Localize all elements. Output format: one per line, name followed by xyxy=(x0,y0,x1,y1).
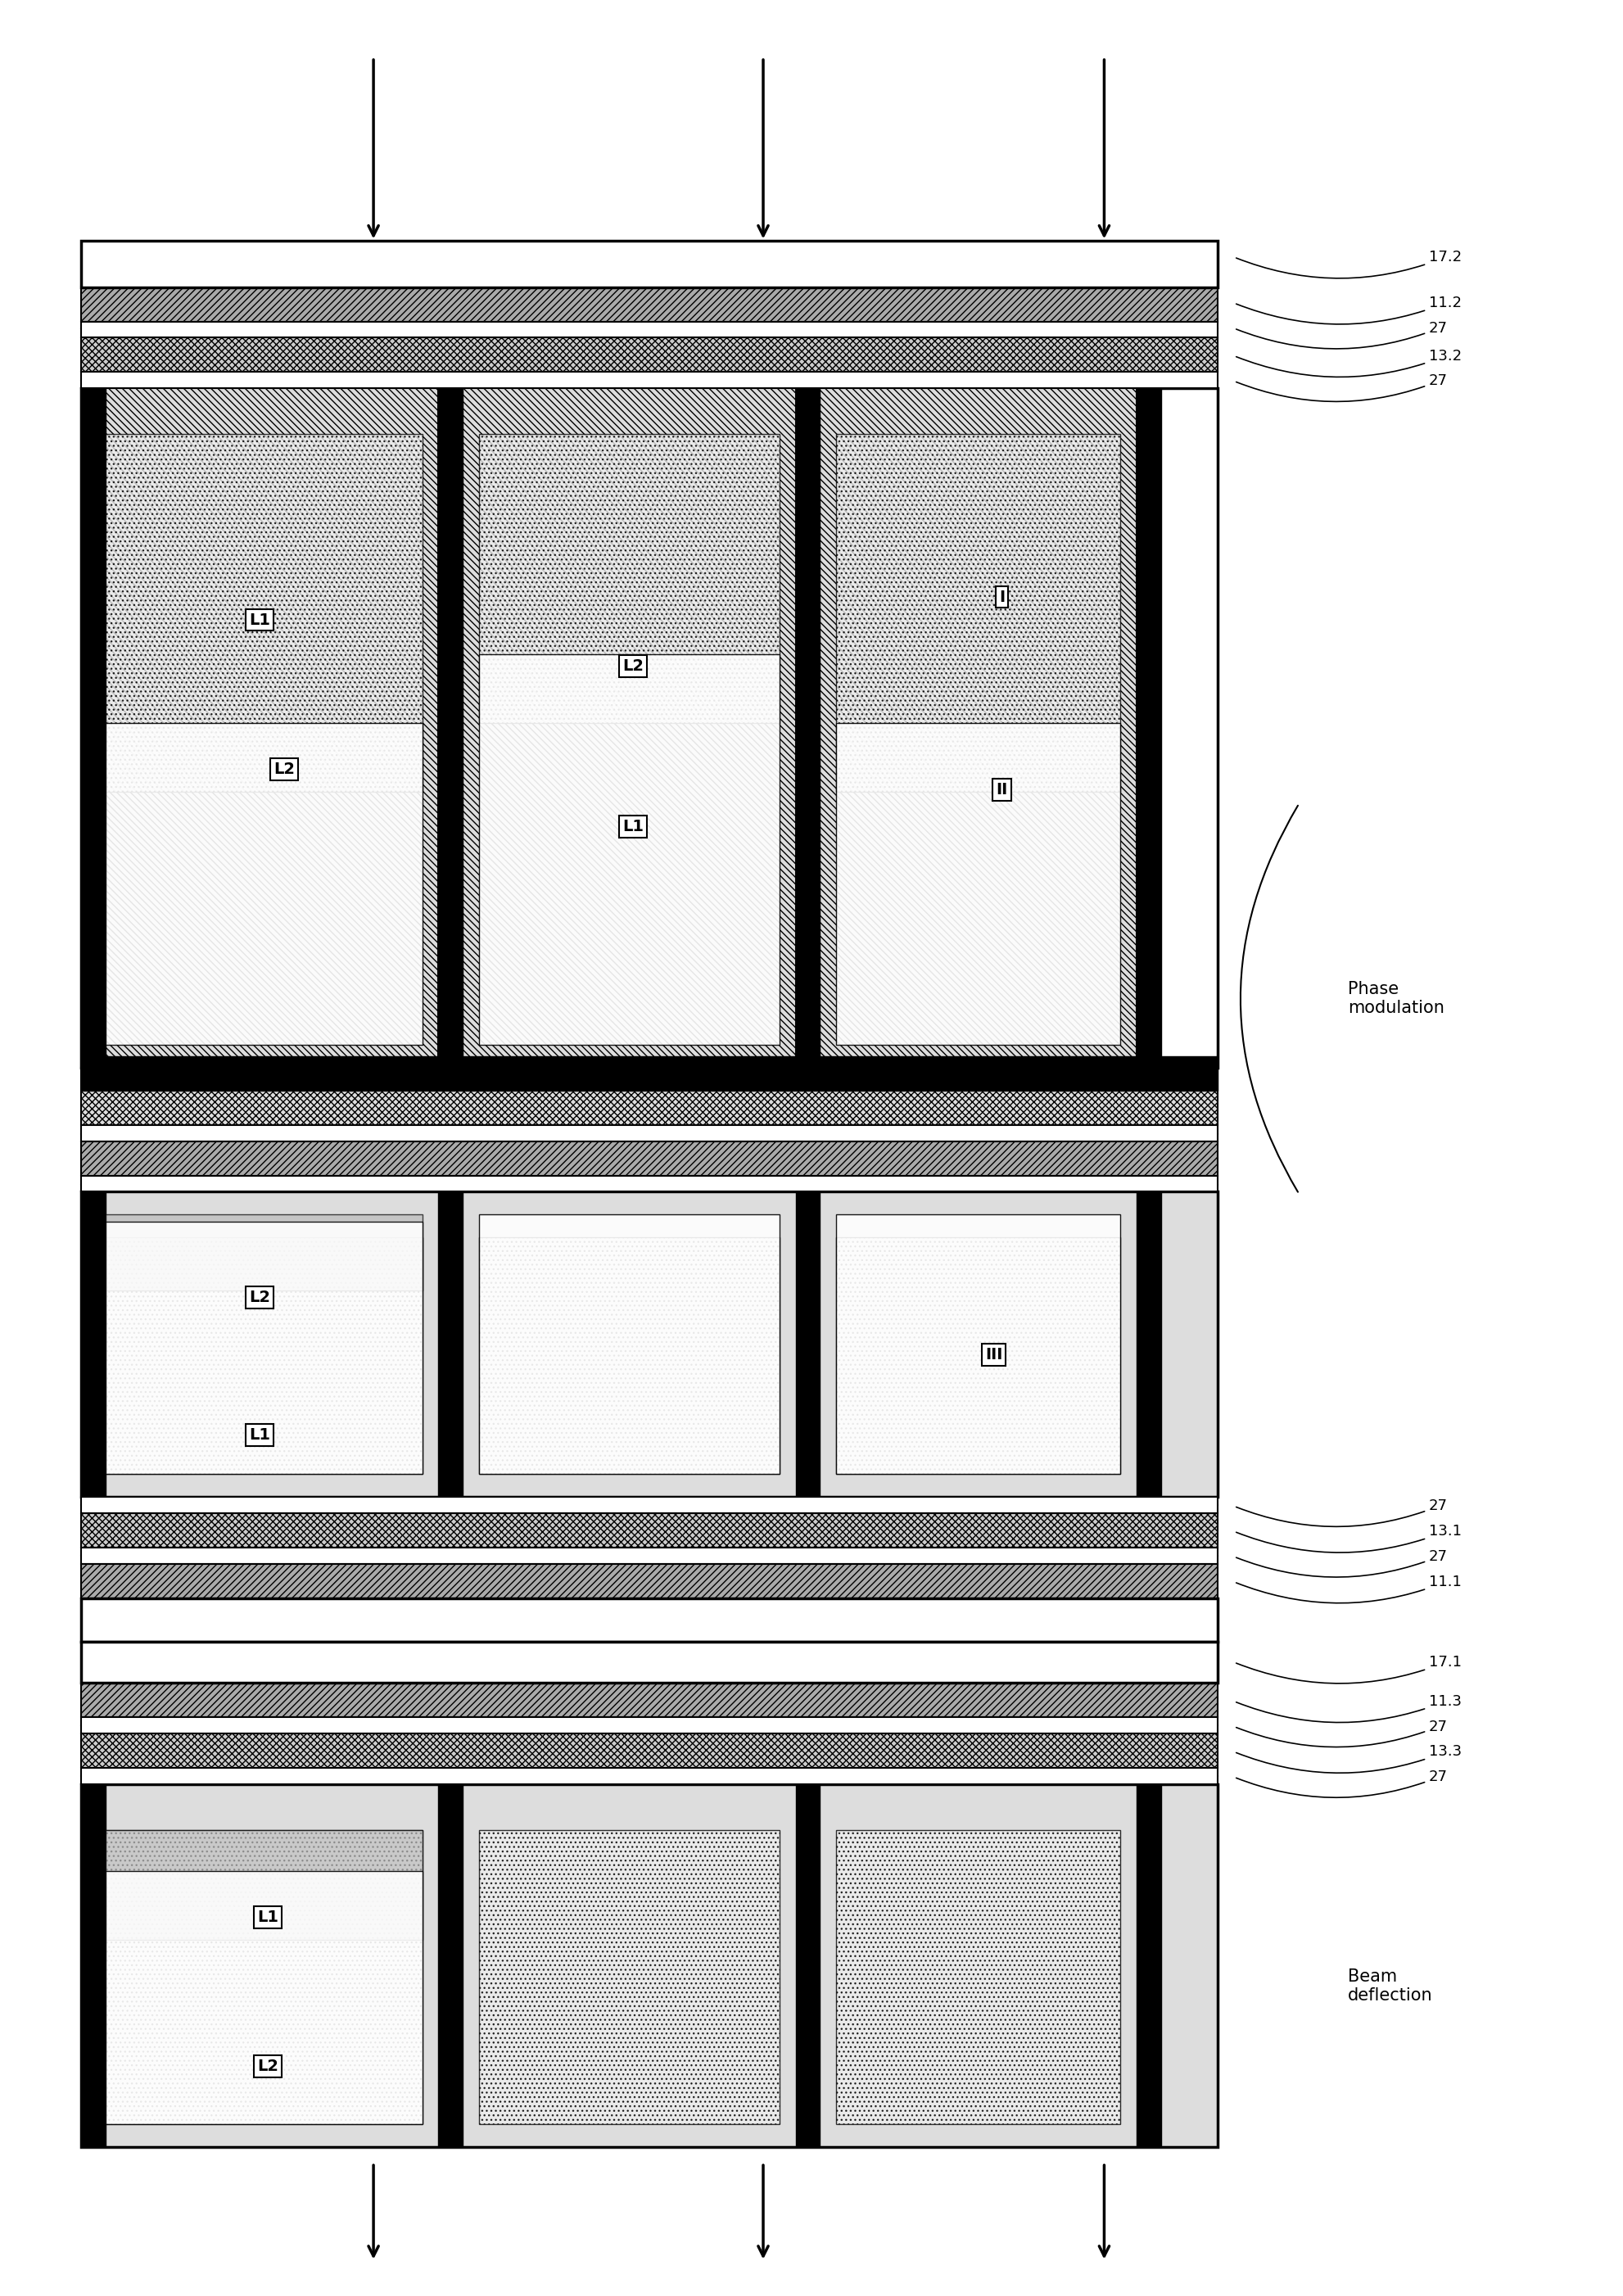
Bar xyxy=(836,434,1120,792)
Bar xyxy=(105,434,422,792)
Text: Beam
deflection: Beam deflection xyxy=(1347,1968,1431,2004)
Text: Phase
modulation: Phase modulation xyxy=(1347,980,1443,1017)
Bar xyxy=(795,388,820,1068)
Bar xyxy=(795,1192,820,1497)
Bar xyxy=(438,388,463,1068)
Bar xyxy=(1136,388,1160,1068)
Bar xyxy=(438,1784,463,2147)
Text: I: I xyxy=(998,590,1005,604)
Text: 27: 27 xyxy=(1235,1770,1448,1798)
Bar xyxy=(479,1238,779,1474)
Bar xyxy=(105,1238,422,1474)
Text: 27: 27 xyxy=(1235,1720,1448,1747)
Bar xyxy=(81,338,1217,372)
Text: L2: L2 xyxy=(273,762,295,776)
Bar xyxy=(81,1125,1217,1141)
Text: L2: L2 xyxy=(622,659,644,673)
Bar xyxy=(1136,1784,1160,2147)
Bar xyxy=(1136,1192,1160,1497)
Bar xyxy=(81,1784,1217,2147)
Bar xyxy=(81,1192,105,1497)
Bar xyxy=(81,287,1217,321)
Bar xyxy=(81,1564,1217,1598)
Text: 11.2: 11.2 xyxy=(1235,296,1461,324)
Bar xyxy=(81,1548,1217,1564)
Bar xyxy=(81,388,105,1068)
Text: 11.1: 11.1 xyxy=(1235,1575,1461,1603)
Text: L2: L2 xyxy=(256,2060,279,2073)
Text: L1: L1 xyxy=(248,1428,271,1442)
Text: III: III xyxy=(985,1348,1001,1362)
Bar xyxy=(81,1642,1217,1683)
Bar xyxy=(795,1784,820,2147)
Bar xyxy=(81,1683,1217,1717)
Bar xyxy=(81,1056,1217,1091)
Bar xyxy=(105,1830,422,2124)
Bar xyxy=(81,321,1217,338)
Text: II: II xyxy=(995,783,1008,797)
Bar xyxy=(81,388,438,1068)
Text: L1: L1 xyxy=(622,820,644,833)
Bar xyxy=(479,434,779,723)
Bar xyxy=(81,1192,1217,1497)
Bar xyxy=(438,1192,463,1497)
Bar xyxy=(81,1176,1217,1192)
Bar xyxy=(105,723,422,1045)
Bar xyxy=(81,1768,1217,1784)
Bar xyxy=(463,388,795,1068)
Bar xyxy=(479,1215,779,1474)
Bar xyxy=(81,1513,1217,1548)
Bar xyxy=(81,1598,1217,1642)
Text: 27: 27 xyxy=(1235,321,1448,349)
Bar xyxy=(105,1871,422,2124)
Bar xyxy=(81,1733,1217,1768)
Bar xyxy=(105,1830,422,1940)
Bar xyxy=(836,1215,1120,1474)
Text: 27: 27 xyxy=(1235,1550,1448,1577)
Text: 13.2: 13.2 xyxy=(1235,349,1461,377)
Text: 13.3: 13.3 xyxy=(1235,1745,1461,1773)
Text: 13.1: 13.1 xyxy=(1235,1525,1461,1552)
Text: 17.1: 17.1 xyxy=(1235,1655,1461,1683)
Bar xyxy=(836,723,1120,1045)
Text: 27: 27 xyxy=(1235,374,1448,402)
Bar xyxy=(81,388,1217,1068)
Bar xyxy=(479,1830,779,2124)
Text: L2: L2 xyxy=(248,1290,271,1304)
Bar xyxy=(479,654,779,1045)
Bar xyxy=(81,1497,1217,1513)
Bar xyxy=(81,1717,1217,1733)
Text: L1: L1 xyxy=(248,613,271,627)
Bar xyxy=(105,1215,422,1290)
Text: 11.3: 11.3 xyxy=(1235,1694,1461,1722)
Bar xyxy=(81,1068,1217,1125)
Bar xyxy=(820,388,1136,1068)
Bar xyxy=(105,1221,422,1474)
Text: 17.2: 17.2 xyxy=(1235,250,1461,278)
Text: 27: 27 xyxy=(1235,1499,1448,1527)
Bar xyxy=(81,1141,1217,1176)
Bar xyxy=(81,241,1217,287)
Bar xyxy=(81,372,1217,388)
Bar xyxy=(81,1784,105,2147)
Bar xyxy=(836,1238,1120,1474)
Text: L1: L1 xyxy=(256,1910,279,1924)
Bar xyxy=(836,1830,1120,2124)
